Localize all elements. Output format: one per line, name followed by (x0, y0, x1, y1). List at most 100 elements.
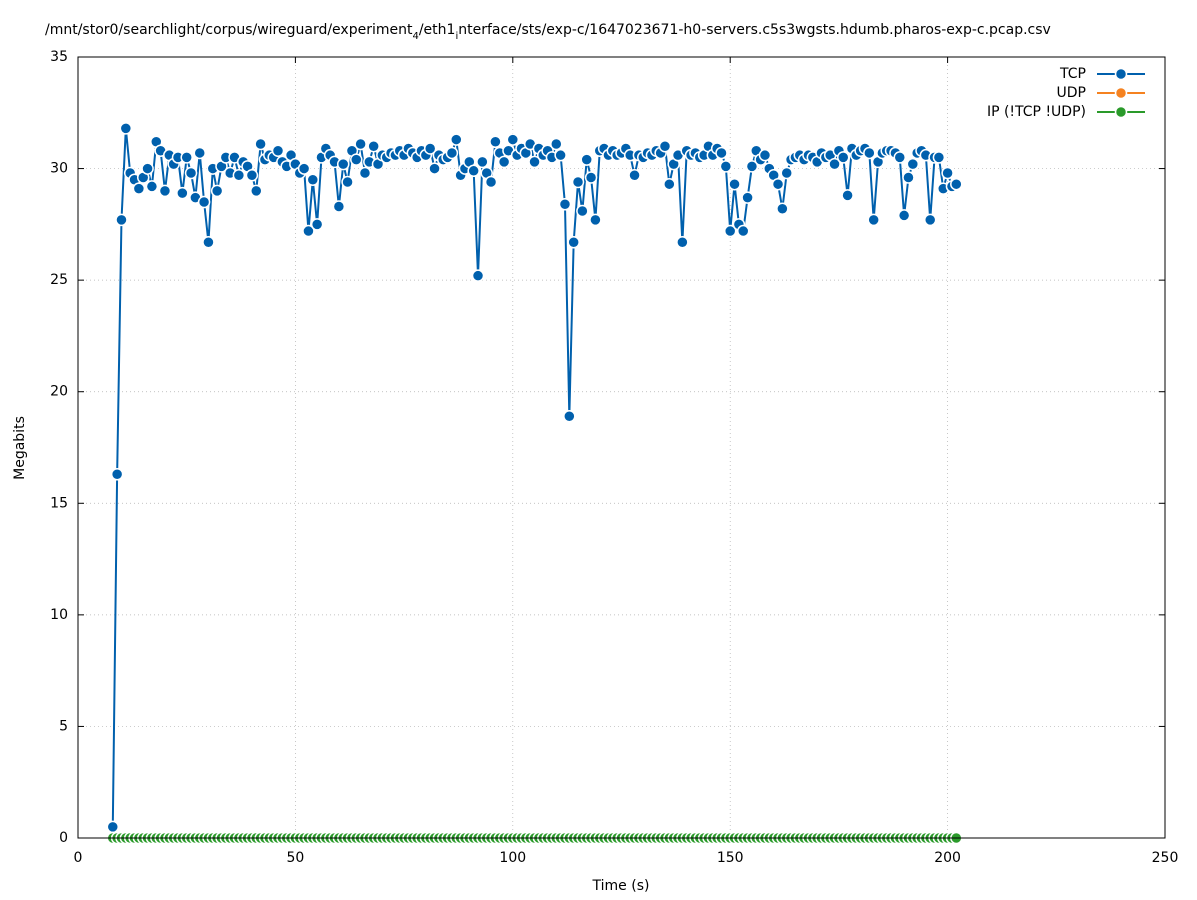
data-point (271, 144, 285, 157)
data-point (115, 213, 128, 227)
data-point (950, 177, 963, 191)
data-point (445, 146, 459, 160)
data-point (350, 153, 363, 166)
data-point (471, 269, 485, 282)
data-point (628, 169, 641, 182)
data-point (476, 155, 489, 169)
y-tick-label: 10 (50, 607, 68, 623)
x-tick-label: 0 (74, 850, 83, 866)
legend-label: UDP (1057, 85, 1086, 101)
data-point (180, 151, 193, 164)
data-point (715, 146, 728, 160)
y-tick-label: 25 (50, 272, 68, 288)
data-point (341, 175, 354, 189)
data-point (336, 157, 350, 171)
y-tick-label: 0 (59, 830, 68, 846)
x-tick-label: 200 (934, 850, 961, 866)
data-point (193, 146, 206, 160)
data-point (250, 184, 263, 198)
data-point (719, 160, 733, 173)
x-tick-label: 50 (286, 850, 304, 866)
data-point (528, 155, 541, 169)
data-point (145, 180, 159, 193)
data-point (758, 148, 772, 162)
data-point (106, 820, 120, 834)
data-point (554, 148, 567, 162)
data-point (741, 191, 754, 204)
data-point (658, 140, 672, 153)
data-point (723, 224, 737, 238)
data-point (736, 224, 750, 238)
title-part: i (455, 31, 458, 42)
data-point (184, 166, 198, 180)
data-point (450, 133, 463, 146)
legend-label: IP (!TCP !UDP) (987, 104, 1086, 120)
data-point (828, 157, 841, 171)
y-tick-label: 35 (50, 49, 68, 65)
title-part: 4 (412, 31, 418, 42)
data-point (584, 171, 598, 184)
data-point (676, 235, 689, 249)
data-point (332, 200, 346, 213)
data-point (932, 151, 946, 164)
legend-marker (1114, 86, 1128, 100)
y-tick-label: 5 (59, 718, 68, 734)
x-tick-label: 100 (499, 850, 526, 866)
data-point (941, 166, 954, 180)
data-point (576, 204, 589, 218)
data-point (558, 198, 572, 211)
data-point (497, 155, 511, 169)
data-point (589, 213, 602, 227)
data-point (119, 122, 133, 135)
data-point (923, 213, 937, 227)
data-point (141, 162, 154, 175)
data-point (867, 213, 880, 227)
plot-border (77, 56, 1166, 839)
data-point (897, 209, 911, 222)
data-point (428, 162, 441, 175)
y-tick-label: 20 (50, 384, 68, 400)
data-point (306, 173, 320, 186)
data-point (663, 177, 676, 191)
data-point (254, 137, 267, 151)
data-point (310, 218, 324, 231)
data-point (484, 175, 498, 189)
data-point (776, 202, 789, 215)
data-point (110, 468, 124, 481)
legend-marker (1114, 105, 1128, 119)
data-point (423, 142, 437, 155)
data-point (489, 135, 502, 149)
data-point (210, 184, 224, 198)
data-point (467, 164, 480, 178)
y-tick-label: 30 (50, 161, 68, 177)
data-point (906, 157, 920, 171)
data-point (354, 137, 367, 151)
data-point (836, 151, 850, 164)
data-point (176, 186, 189, 200)
data-point (232, 169, 246, 182)
data-point (202, 235, 215, 249)
x-axis-label: Time (s) (592, 878, 650, 894)
legend-marker (1114, 67, 1128, 81)
y-axis-label: Megabits (12, 416, 28, 480)
data-point (358, 166, 372, 180)
title-part: /mnt/stor0/searchlight/corpus/wireguard/… (45, 22, 413, 38)
title-part: /eth1 (419, 22, 456, 38)
data-point (841, 189, 854, 202)
y-tick-label: 15 (50, 495, 68, 511)
data-point (902, 171, 915, 184)
data-point (245, 169, 259, 182)
data-point (745, 160, 759, 173)
x-tick-label: 150 (717, 850, 744, 866)
data-point (197, 195, 211, 209)
data-point (367, 140, 380, 153)
data-point (132, 182, 146, 195)
data-point (302, 224, 315, 238)
chart-title: /mnt/stor0/searchlight/corpus/wireguard/… (45, 22, 1051, 42)
title-part: nterface/sts/exp-c/1647023671-h0-servers… (458, 22, 1051, 38)
data-point (550, 137, 563, 151)
legend-label: TCP (1059, 66, 1086, 82)
data-point (580, 153, 593, 166)
data-point (780, 166, 793, 180)
